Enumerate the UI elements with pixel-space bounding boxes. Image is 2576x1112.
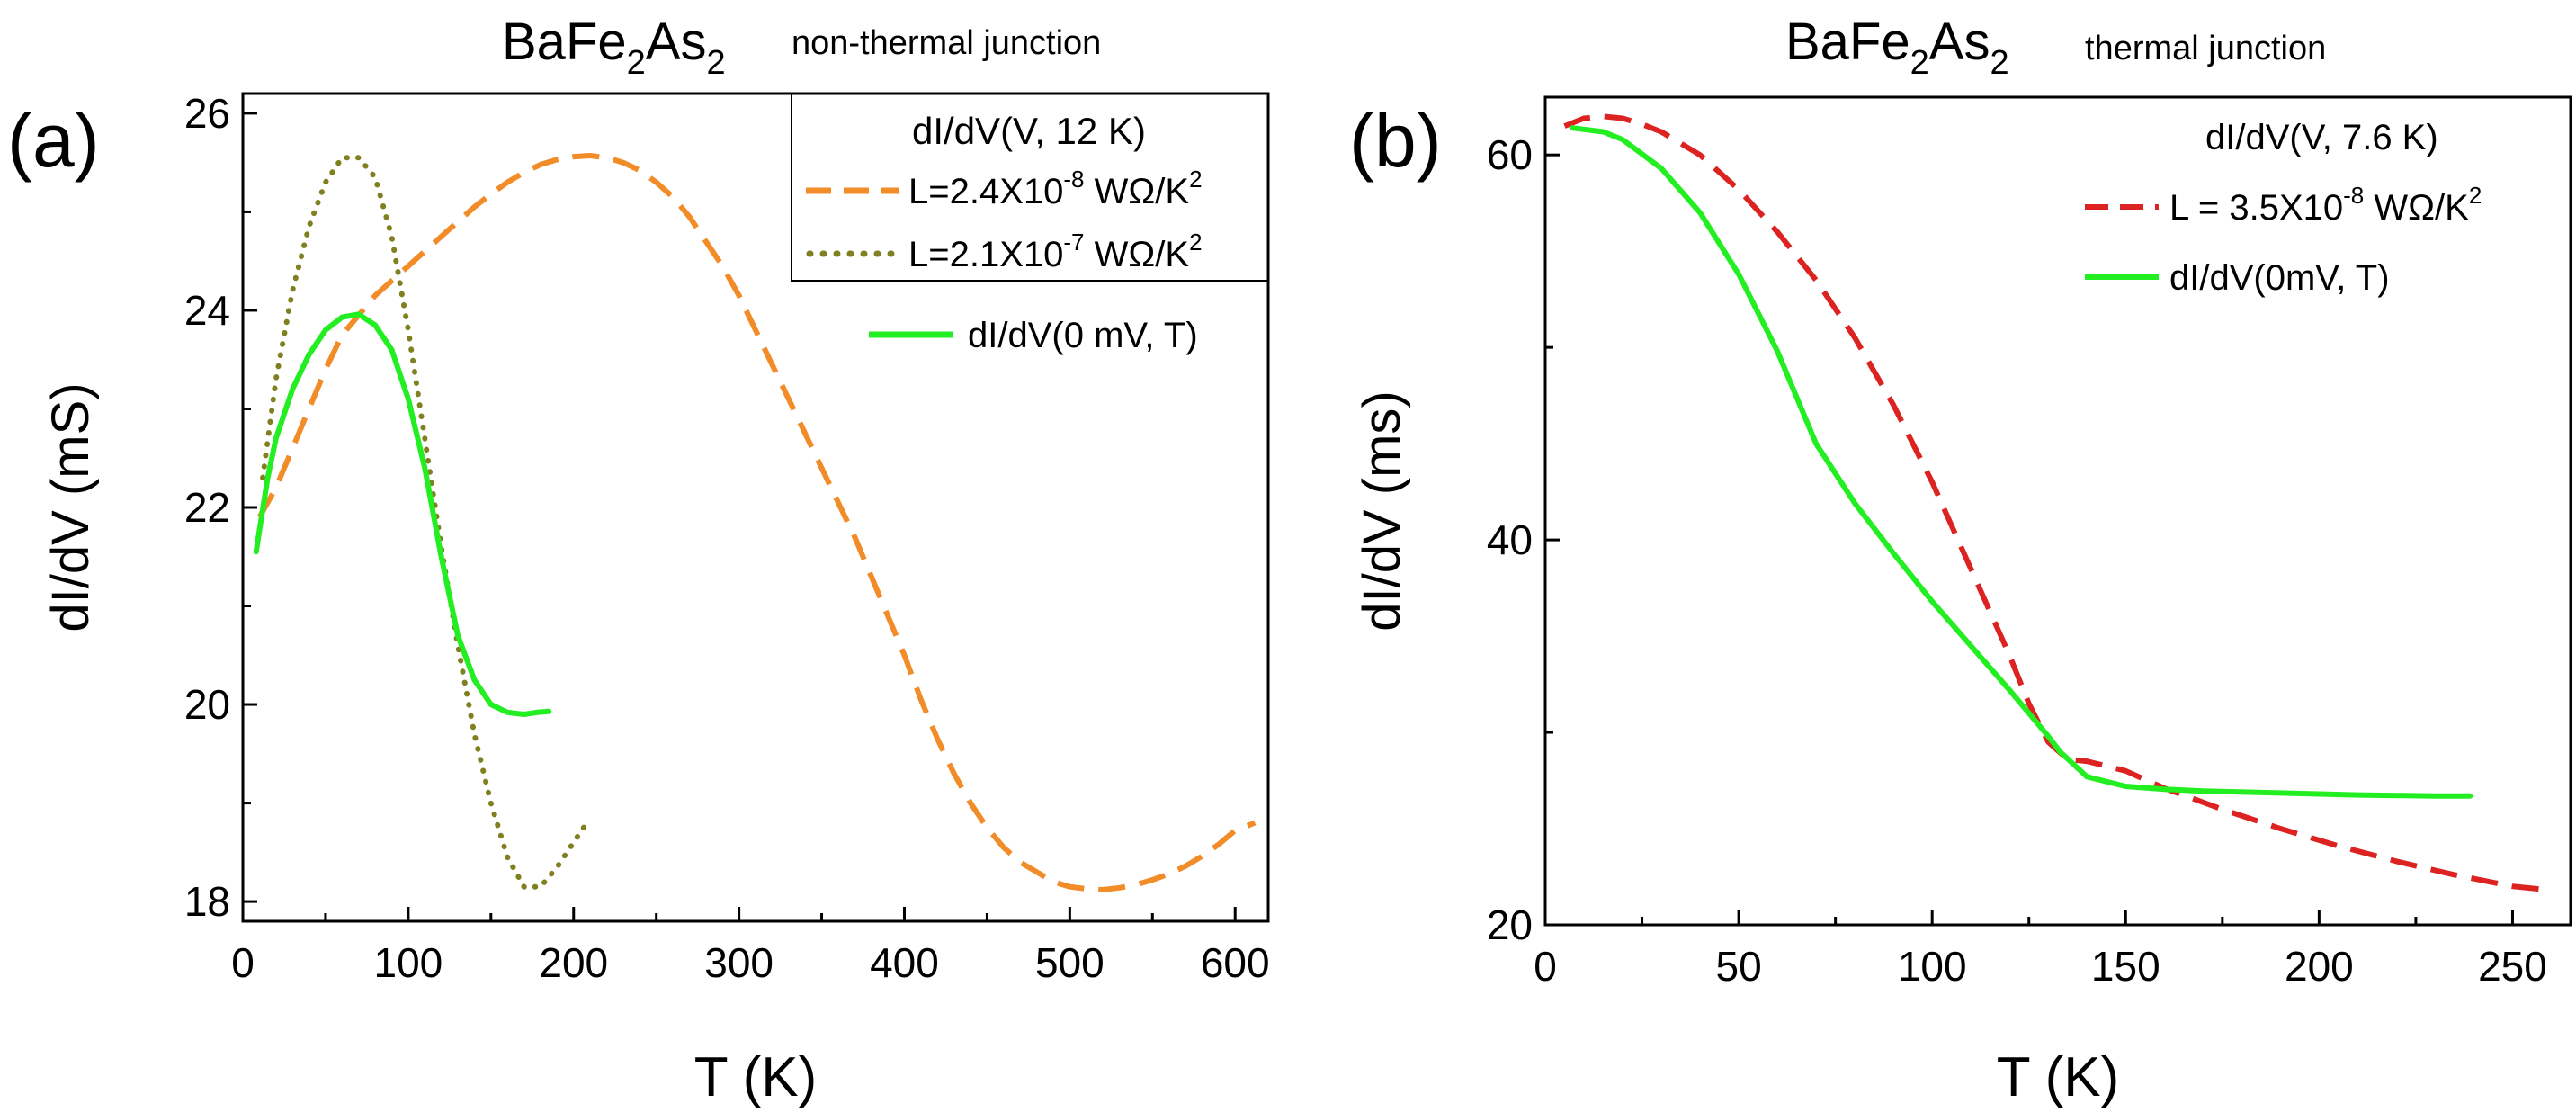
panel-b-ytick-label: 40 [1487, 516, 1533, 563]
panel-b-ytick-label: 60 [1487, 131, 1533, 178]
panel-a-ytick-label: 18 [184, 878, 230, 925]
panel-a-series [253, 153, 1257, 892]
panel-b-xtick-label: 250 [2478, 943, 2547, 990]
panel-b-series [1563, 113, 2552, 893]
panel-a-series-2-line [253, 311, 552, 717]
panel-b-ticks: 0 50 100 150 200 250 20 40 60 [1487, 131, 2547, 990]
panel-b-series-1-line [1570, 125, 2473, 799]
panel-b-ytick-label: 20 [1487, 901, 1533, 948]
panel-b-label: (b) [1349, 98, 1442, 183]
panel-a-xtick-label: 100 [373, 939, 443, 986]
panel-b: (b) BaFe2As2 thermal junction 0 50 100 150 2… [1349, 13, 2572, 1108]
panel-b-frame [1543, 95, 2572, 927]
panel-a-legend-entry-0: L=2.4X10-8 WΩ/K2 [908, 166, 1203, 211]
panel-b-plot-area: 0 50 100 150 200 250 20 40 60 [1487, 95, 2572, 990]
panel-a-ytick-label: 22 [184, 484, 230, 531]
panel-a-xtick-label: 400 [870, 939, 939, 986]
panel-b-legend-header: dI/dV(V, 7.6 K) [2205, 118, 2438, 157]
panel-a-legend: dI/dV(V, 12 K) L=2.4X10-8 WΩ/K2 L=2.1X10… [791, 94, 1268, 355]
panel-a: (a) BaFe2As2 non-thermal junction 0 100 20… [7, 13, 1270, 1108]
panel-b-xtick-label: 0 [1534, 943, 1557, 990]
panel-a-xtick-label: 600 [1201, 939, 1270, 986]
panel-b-xtick-label: 150 [2091, 943, 2160, 990]
panel-a-ytick-label: 26 [184, 90, 230, 137]
panel-a-ytick-label: 20 [184, 681, 230, 728]
panel-a-ylabel: dI/dV (mS) [41, 382, 100, 632]
panel-b-legend-entry-0: L = 3.5X10-8 WΩ/K2 [2169, 182, 2482, 228]
panel-b-xtick-label: 50 [1716, 943, 1762, 990]
panel-a-legend-entry-1: L=2.1X10-7 WΩ/K2 [908, 229, 1203, 274]
panel-b-xtick-label: 100 [1898, 943, 1967, 990]
panel-a-legend-entry-2: dI/dV(0 mV, T) [968, 316, 1198, 355]
panel-a-xtick-label: 300 [704, 939, 774, 986]
panel-a-xtick-label: 500 [1035, 939, 1105, 986]
panel-a-plot-area: 0 100 200 300 400 500 600 18 20 22 24 26 [184, 90, 1270, 986]
panel-b-xtick-label: 200 [2285, 943, 2354, 990]
panel-a-xtick-label: 0 [231, 939, 255, 986]
panel-a-series-0-line [256, 153, 1257, 892]
panel-a-title-note: non-thermal junction [792, 24, 1101, 62]
panel-a-ticks: 0 100 200 300 400 500 600 18 20 22 24 26 [184, 90, 1270, 986]
panel-a-series-1-line [260, 155, 590, 890]
panel-b-ylabel: dI/dV (ms) [1353, 390, 1411, 632]
panel-a-frame [241, 92, 1270, 923]
panel-b-series-0-line [1563, 113, 2552, 893]
panel-a-legend-header: dI/dV(V, 12 K) [912, 110, 1146, 152]
panel-b-title-note: thermal junction [2085, 30, 2326, 67]
panel-a-title: BaFe2As2 [502, 13, 726, 82]
panel-b-xlabel: T (K) [1997, 1046, 2120, 1108]
panel-a-xlabel: T (K) [694, 1046, 818, 1108]
panel-b-title: BaFe2As2 [1785, 13, 2009, 82]
panel-a-label: (a) [7, 98, 100, 183]
panel-b-legend: dI/dV(V, 7.6 K) L = 3.5X10-8 WΩ/K2 dI/dV… [2085, 118, 2482, 298]
panel-a-xtick-label: 200 [539, 939, 608, 986]
panel-a-ytick-label: 24 [184, 287, 230, 334]
panel-b-legend-entry-1: dI/dV(0mV, T) [2169, 258, 2390, 298]
panel-a-legend-box [791, 94, 1268, 282]
